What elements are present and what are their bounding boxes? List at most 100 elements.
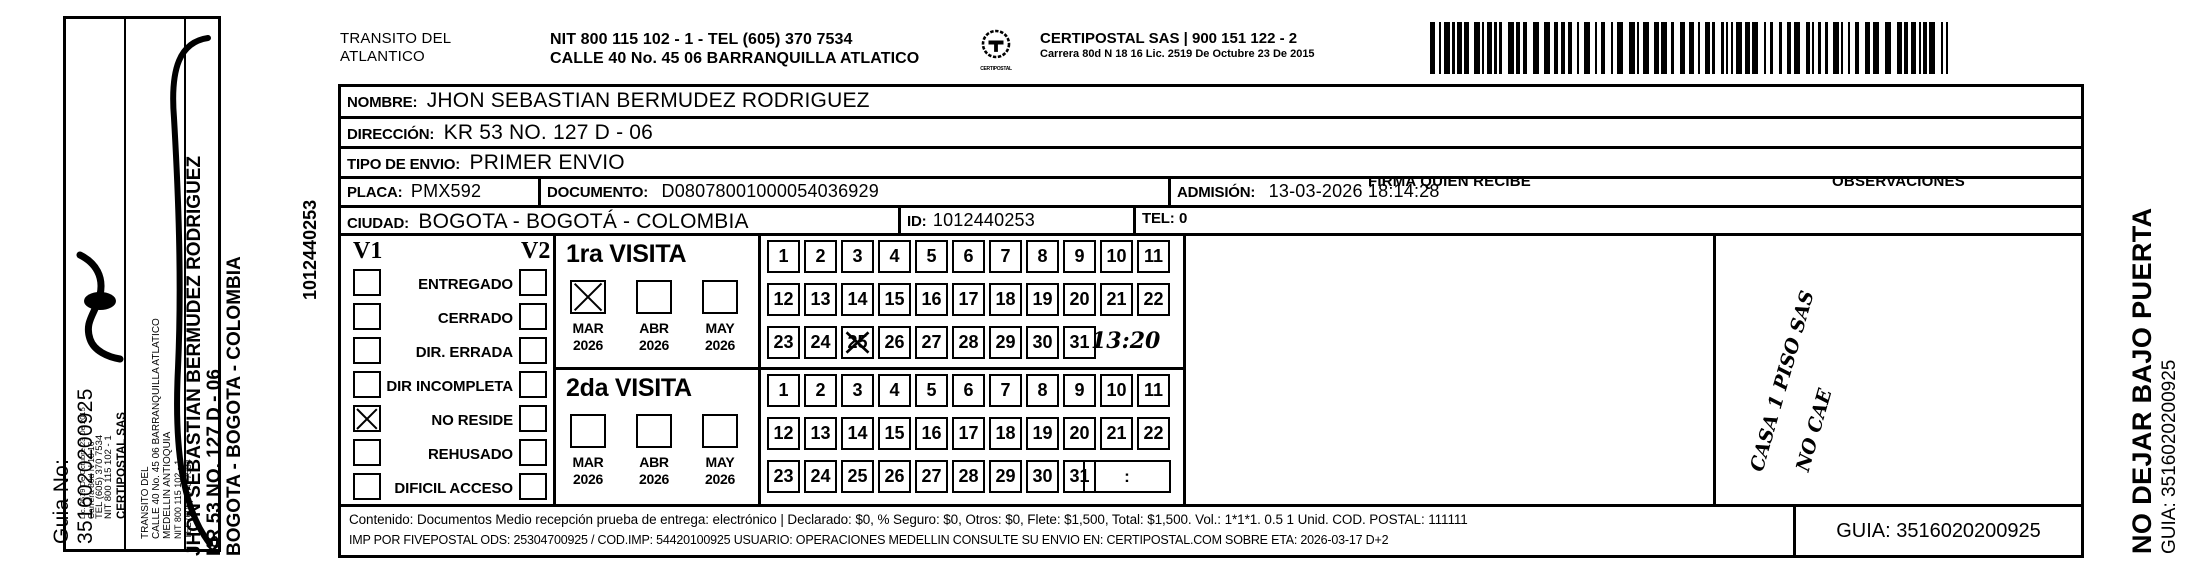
visit1-day-17[interactable]: 17 (952, 283, 985, 316)
v1-checkbox-rehusado[interactable] (353, 439, 381, 466)
visit2-day-17[interactable]: 17 (952, 417, 985, 450)
stamp-divider-1 (124, 19, 126, 549)
visit2-day-24[interactable]: 24 (804, 460, 837, 493)
visit2-day-12[interactable]: 12 (767, 417, 800, 450)
visit2-day-15[interactable]: 15 (878, 417, 911, 450)
visit1-day-12[interactable]: 12 (767, 283, 800, 316)
visit1-day-22[interactable]: 22 (1137, 283, 1170, 316)
v1-checkbox-no-reside[interactable] (353, 405, 381, 432)
id-label: ID: (907, 213, 927, 230)
visit1-day-14[interactable]: 14 (841, 283, 874, 316)
field-direccion: DIRECCIÓN: KR 53 NO. 127 D - 06 (341, 119, 1341, 146)
visit2-day-14[interactable]: 14 (841, 417, 874, 450)
barcode-bar (1474, 22, 1480, 74)
visit2-day-3[interactable]: 3 (841, 374, 874, 407)
visit1-day-6[interactable]: 6 (952, 240, 985, 273)
visit1-day-13[interactable]: 13 (804, 283, 837, 316)
v1-checkbox-entregado[interactable] (353, 269, 381, 296)
visit2-day-4[interactable]: 4 (878, 374, 911, 407)
visit1-day-29[interactable]: 29 (989, 326, 1022, 359)
visit1-month-checkbox-mar[interactable] (570, 280, 606, 314)
barcode-bar (1794, 22, 1800, 74)
v2-checkbox-cerrado[interactable] (519, 303, 547, 330)
v1-checkbox-dir-incompleta[interactable] (353, 371, 381, 398)
visit2-day-6[interactable]: 6 (952, 374, 985, 407)
visit1-day-24[interactable]: 24 (804, 326, 837, 359)
visit1-day-3[interactable]: 3 (841, 240, 874, 273)
barcode-bar (1601, 22, 1605, 74)
barcode-bar (1712, 22, 1715, 74)
visit2-day-1[interactable]: 1 (767, 374, 800, 407)
right-instruction-text: NO DEJAR BAJO PUERTA (2127, 207, 2157, 554)
visit2-day-13[interactable]: 13 (804, 417, 837, 450)
visit1-day-4[interactable]: 4 (878, 240, 911, 273)
visit1-day-2[interactable]: 2 (804, 240, 837, 273)
visit1-day-10[interactable]: 10 (1100, 240, 1133, 273)
visit2-day-30[interactable]: 30 (1026, 460, 1059, 493)
visit1-day-31[interactable]: 31 (1063, 326, 1096, 359)
visit1-day-20[interactable]: 20 (1063, 283, 1096, 316)
visit2-month-checkbox-abr[interactable] (636, 414, 672, 448)
visit2-time-box[interactable]: : (1083, 460, 1171, 493)
visit2-day-2[interactable]: 2 (804, 374, 837, 407)
visit1-day-25[interactable]: 25 (841, 326, 874, 359)
visit1-day-26[interactable]: 26 (878, 326, 911, 359)
v1-checkbox-dir-errada[interactable] (353, 337, 381, 364)
visit2-day-28[interactable]: 28 (952, 460, 985, 493)
visit1-day-28[interactable]: 28 (952, 326, 985, 359)
barcode-bar (1584, 22, 1590, 74)
visit2-day-5[interactable]: 5 (915, 374, 948, 407)
visit2-day-21[interactable]: 21 (1100, 417, 1133, 450)
v1-checkbox-dificil-acceso[interactable] (353, 473, 381, 500)
barcode-bar (1736, 22, 1742, 74)
visit1-day-30[interactable]: 30 (1026, 326, 1059, 359)
barcode-bar (1911, 22, 1916, 74)
visit2-day-8[interactable]: 8 (1026, 374, 1059, 407)
visit1-day-5[interactable]: 5 (915, 240, 948, 273)
v2-checkbox-rehusado[interactable] (519, 439, 547, 466)
v1-checkbox-cerrado[interactable] (353, 303, 381, 330)
visit2-day-11[interactable]: 11 (1137, 374, 1170, 407)
visit2-day-26[interactable]: 26 (878, 460, 911, 493)
visit2-day-22[interactable]: 22 (1137, 417, 1170, 450)
visit1-day-11[interactable]: 11 (1137, 240, 1170, 273)
visit1-day-9[interactable]: 9 (1063, 240, 1096, 273)
visit1-day-27[interactable]: 27 (915, 326, 948, 359)
visit2-day-7[interactable]: 7 (989, 374, 1022, 407)
visit1-month-checkbox-abr[interactable] (636, 280, 672, 314)
visit2-day-19[interactable]: 19 (1026, 417, 1059, 450)
barcode-bar (1629, 22, 1635, 74)
visit1-month-checkbox-may[interactable] (702, 280, 738, 314)
visit2-day-29[interactable]: 29 (989, 460, 1022, 493)
visit2-day-9[interactable]: 9 (1063, 374, 1096, 407)
visit1-day-7[interactable]: 7 (989, 240, 1022, 273)
v2-checkbox-dir-errada[interactable] (519, 337, 547, 364)
visit1-day-8[interactable]: 8 (1026, 240, 1059, 273)
visit1-day-21[interactable]: 21 (1100, 283, 1133, 316)
visit1-day-1[interactable]: 1 (767, 240, 800, 273)
visit2-month-checkbox-may[interactable] (702, 414, 738, 448)
visit2-day-25[interactable]: 25 (841, 460, 874, 493)
visit1-day-23[interactable]: 23 (767, 326, 800, 359)
visit2-day-23[interactable]: 23 (767, 460, 800, 493)
visit2-day-20[interactable]: 20 (1063, 417, 1096, 450)
row-placa: PLACA: PMX592 DOCUMENTO: D08078001000054… (341, 179, 2081, 208)
header-origin-line2: ATLANTICO (340, 48, 425, 65)
v2-checkbox-dificil-acceso[interactable] (519, 473, 547, 500)
v2-checkbox-entregado[interactable] (519, 269, 547, 296)
visit1-day-16[interactable]: 16 (915, 283, 948, 316)
visit1-day-19[interactable]: 19 (1026, 283, 1059, 316)
v2-checkbox-no-reside[interactable] (519, 405, 547, 432)
barcode-bar (1643, 22, 1649, 74)
barcode-bar (1721, 22, 1724, 74)
visit2-day-27[interactable]: 27 (915, 460, 948, 493)
visit1-day-15[interactable]: 15 (878, 283, 911, 316)
v2-checkbox-dir-incompleta[interactable] (519, 371, 547, 398)
visit2-month-checkbox-mar[interactable] (570, 414, 606, 448)
firma-signature-area[interactable] (1186, 236, 1713, 504)
visit2-day-10[interactable]: 10 (1100, 374, 1133, 407)
visit2-day-16[interactable]: 16 (915, 417, 948, 450)
visit1-day-18[interactable]: 18 (989, 283, 1022, 316)
row-nombre: NOMBRE: JHON SEBASTIAN BERMUDEZ RODRIGUE… (341, 87, 2081, 119)
visit2-day-18[interactable]: 18 (989, 417, 1022, 450)
